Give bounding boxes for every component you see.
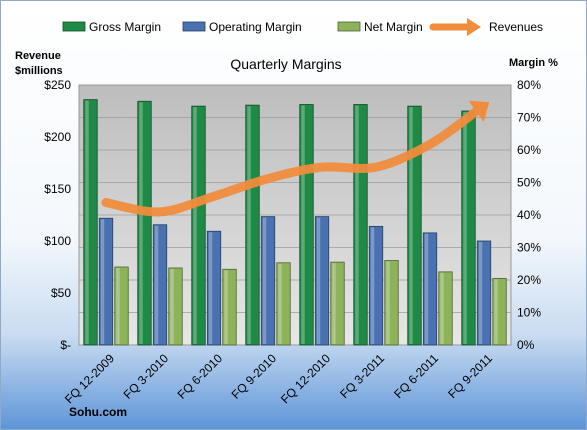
- legend: Gross Margin Operating Margin Net Margin Re…: [62, 18, 543, 36]
- chart-title: Quarterly Margins: [230, 56, 341, 72]
- bar-highlight: [139, 102, 143, 344]
- x-axis-ticks: FQ 12-2009 FQ 3-2010 FQ 6-2010 FQ 9-2010FQ …: [62, 351, 495, 406]
- bar-highlight: [193, 107, 197, 344]
- bar-gross-margin: [407, 105, 422, 346]
- bar-highlight: [332, 263, 336, 344]
- x-tick-label: FQ 6-2010: [175, 351, 226, 402]
- bar-net-margin: [438, 271, 453, 346]
- left-tick-label: $100: [44, 234, 71, 248]
- bar-gross-margin: [245, 104, 260, 346]
- bar-highlight: [316, 217, 321, 344]
- bar-highlight: [100, 219, 105, 344]
- revenue-line: [101, 100, 490, 217]
- right-tick-label: 80%: [517, 78, 541, 92]
- bar-highlight: [494, 279, 498, 344]
- right-axis-ticks: 0% 10% 20% 30% 40% 50% 60% 70% 80%: [517, 78, 541, 352]
- bar-net-margin: [168, 267, 183, 346]
- bar-operating-margin: [476, 240, 492, 346]
- bar-net-margin: [222, 268, 237, 346]
- bar-gross-margin: [191, 105, 206, 346]
- bar-operating-margin: [368, 225, 384, 346]
- bar-highlight: [170, 268, 174, 344]
- bar-highlight: [154, 225, 159, 344]
- legend-swatch: [62, 21, 86, 32]
- bar-highlight: [301, 105, 305, 344]
- legend-swatch: [337, 21, 361, 32]
- bar-highlight: [463, 112, 467, 344]
- source-label: Sohu.com: [69, 405, 127, 419]
- bar-net-margin: [276, 262, 291, 346]
- bar-operating-margin: [152, 224, 168, 346]
- revenue-arrow-head: [468, 100, 490, 122]
- left-axis-title: Revenue $millions: [15, 50, 63, 77]
- legend-label: Revenues: [489, 20, 543, 34]
- right-tick-label: 0%: [517, 338, 535, 352]
- revenue-line-path: [101, 106, 481, 217]
- bar-operating-margin: [314, 216, 330, 346]
- x-tick-label: FQ 3-2011: [337, 351, 387, 401]
- left-tick-label: $50: [51, 286, 71, 300]
- bar-highlight: [478, 242, 483, 344]
- bar-highlight: [116, 268, 120, 344]
- x-tick-label: FQ 12-2010: [278, 351, 333, 406]
- bar-net-margin: [384, 260, 399, 346]
- right-tick-label: 40%: [517, 208, 541, 222]
- bar-highlight: [370, 227, 375, 344]
- bar-gross-margin: [461, 110, 476, 346]
- bar-operating-margin: [260, 216, 276, 346]
- left-tick-label: $150: [44, 182, 71, 196]
- bars: [83, 99, 507, 346]
- bar-highlight: [85, 100, 89, 344]
- bar-net-margin: [114, 266, 129, 346]
- legend-swatch: [182, 21, 206, 32]
- right-tick-label: 30%: [517, 241, 541, 255]
- bar-highlight: [278, 263, 282, 344]
- left-tick-label: $250: [44, 78, 71, 92]
- bar-highlight: [262, 217, 267, 344]
- bar-highlight: [440, 272, 444, 344]
- right-tick-label: 10%: [517, 306, 541, 320]
- right-tick-label: 60%: [517, 143, 541, 157]
- left-tick-label: $-: [60, 338, 71, 352]
- bar-highlight: [409, 107, 413, 344]
- bar-highlight: [386, 261, 390, 344]
- x-tick-label: FQ 12-2009: [62, 351, 117, 406]
- bar-net-margin: [330, 261, 345, 346]
- bar-highlight: [224, 270, 228, 344]
- x-tick-label: FQ 3-2010: [121, 351, 172, 402]
- legend-label: Operating Margin: [209, 20, 302, 34]
- bar-highlight: [355, 105, 359, 344]
- bar-highlight: [247, 106, 251, 345]
- right-tick-label: 20%: [517, 273, 541, 287]
- legend-label: Gross Margin: [89, 20, 161, 34]
- left-tick-label: $200: [44, 130, 71, 144]
- bar-operating-margin: [422, 232, 438, 346]
- bar-highlight: [424, 233, 429, 344]
- bar-gross-margin: [83, 99, 98, 346]
- bar-operating-margin: [206, 230, 222, 346]
- right-tick-label: 70%: [517, 111, 541, 125]
- right-tick-label: 50%: [517, 176, 541, 190]
- x-tick-label: FQ 9-2010: [229, 351, 280, 402]
- legend-label: Net Margin: [364, 20, 423, 34]
- legend-arrow-icon: [467, 18, 481, 36]
- right-axis-title: Margin %: [509, 57, 558, 69]
- bar-operating-margin: [98, 217, 114, 346]
- x-tick-label: FQ 9-2011: [445, 351, 495, 401]
- bar-net-margin: [492, 277, 507, 346]
- bar-gross-margin: [137, 100, 152, 346]
- left-axis-ticks: $- $50 $100 $150 $200 $250: [44, 78, 71, 352]
- bar-highlight: [208, 232, 213, 344]
- x-tick-label: FQ 6-2011: [391, 351, 441, 401]
